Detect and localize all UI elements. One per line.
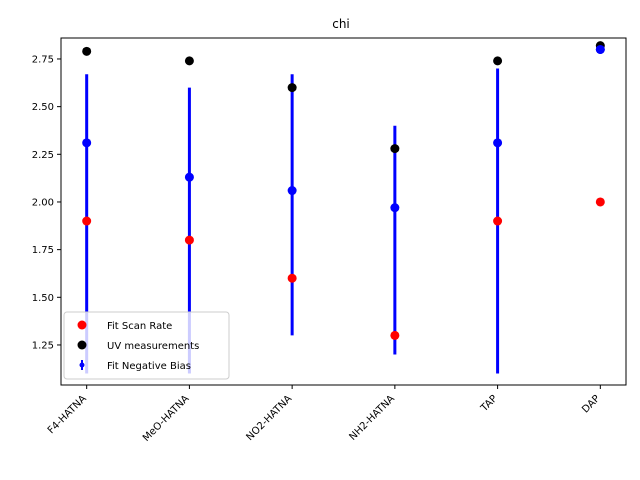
legend-frame	[63, 311, 230, 380]
data-point	[287, 273, 297, 283]
y-tick-label: 2.00	[32, 197, 54, 208]
legend: Fit Scan Rate UV measurements Fit Negative…	[63, 311, 230, 380]
data-point	[493, 216, 503, 226]
data-point	[595, 197, 605, 207]
legend-marker	[79, 362, 85, 368]
y-tick-label: 2.25	[32, 150, 54, 161]
data-point	[82, 216, 92, 226]
data-point	[390, 330, 400, 340]
x-axis: F4-HATNA MeO-HATNA NO2-HATNA NH2-HATNA TAP DA…	[46, 385, 602, 444]
data-point	[82, 138, 92, 148]
legend-marker	[77, 340, 87, 350]
x-tick-label: MeO-HATNA	[141, 393, 192, 444]
data-point	[287, 83, 297, 93]
data-point	[390, 144, 400, 154]
data-point	[184, 56, 194, 66]
chart-title: chi	[332, 17, 350, 31]
data-points	[82, 41, 605, 340]
legend-marker	[77, 320, 87, 330]
data-point	[493, 138, 503, 148]
x-tick-label: TAP	[478, 393, 499, 414]
legend-label: Fit Negative Bias	[107, 361, 191, 372]
data-point	[287, 186, 297, 196]
legend-label: Fit Scan Rate	[107, 321, 172, 332]
data-point	[595, 44, 605, 54]
data-point	[390, 203, 400, 213]
plot-frame	[60, 37, 627, 386]
data-point	[184, 235, 194, 245]
x-tick-label: NH2-HATNA	[347, 393, 397, 443]
x-tick-label: DAP	[580, 393, 602, 415]
y-tick-label: 2.75	[32, 54, 54, 65]
y-tick-label: 2.50	[32, 102, 54, 113]
data-point	[82, 46, 92, 56]
x-tick-label: F4-HATNA	[46, 393, 89, 436]
data-point	[493, 56, 503, 66]
x-tick-label: NO2-HATNA	[245, 393, 295, 443]
legend-label: UV measurements	[107, 341, 199, 352]
y-tick-label: 1.25	[32, 340, 54, 351]
y-tick-label: 1.50	[32, 293, 54, 304]
data-point	[184, 172, 194, 182]
y-axis: 1.25 1.50 1.75 2.00 2.25 2.50 2.75	[32, 54, 61, 351]
y-tick-label: 1.75	[32, 245, 54, 256]
